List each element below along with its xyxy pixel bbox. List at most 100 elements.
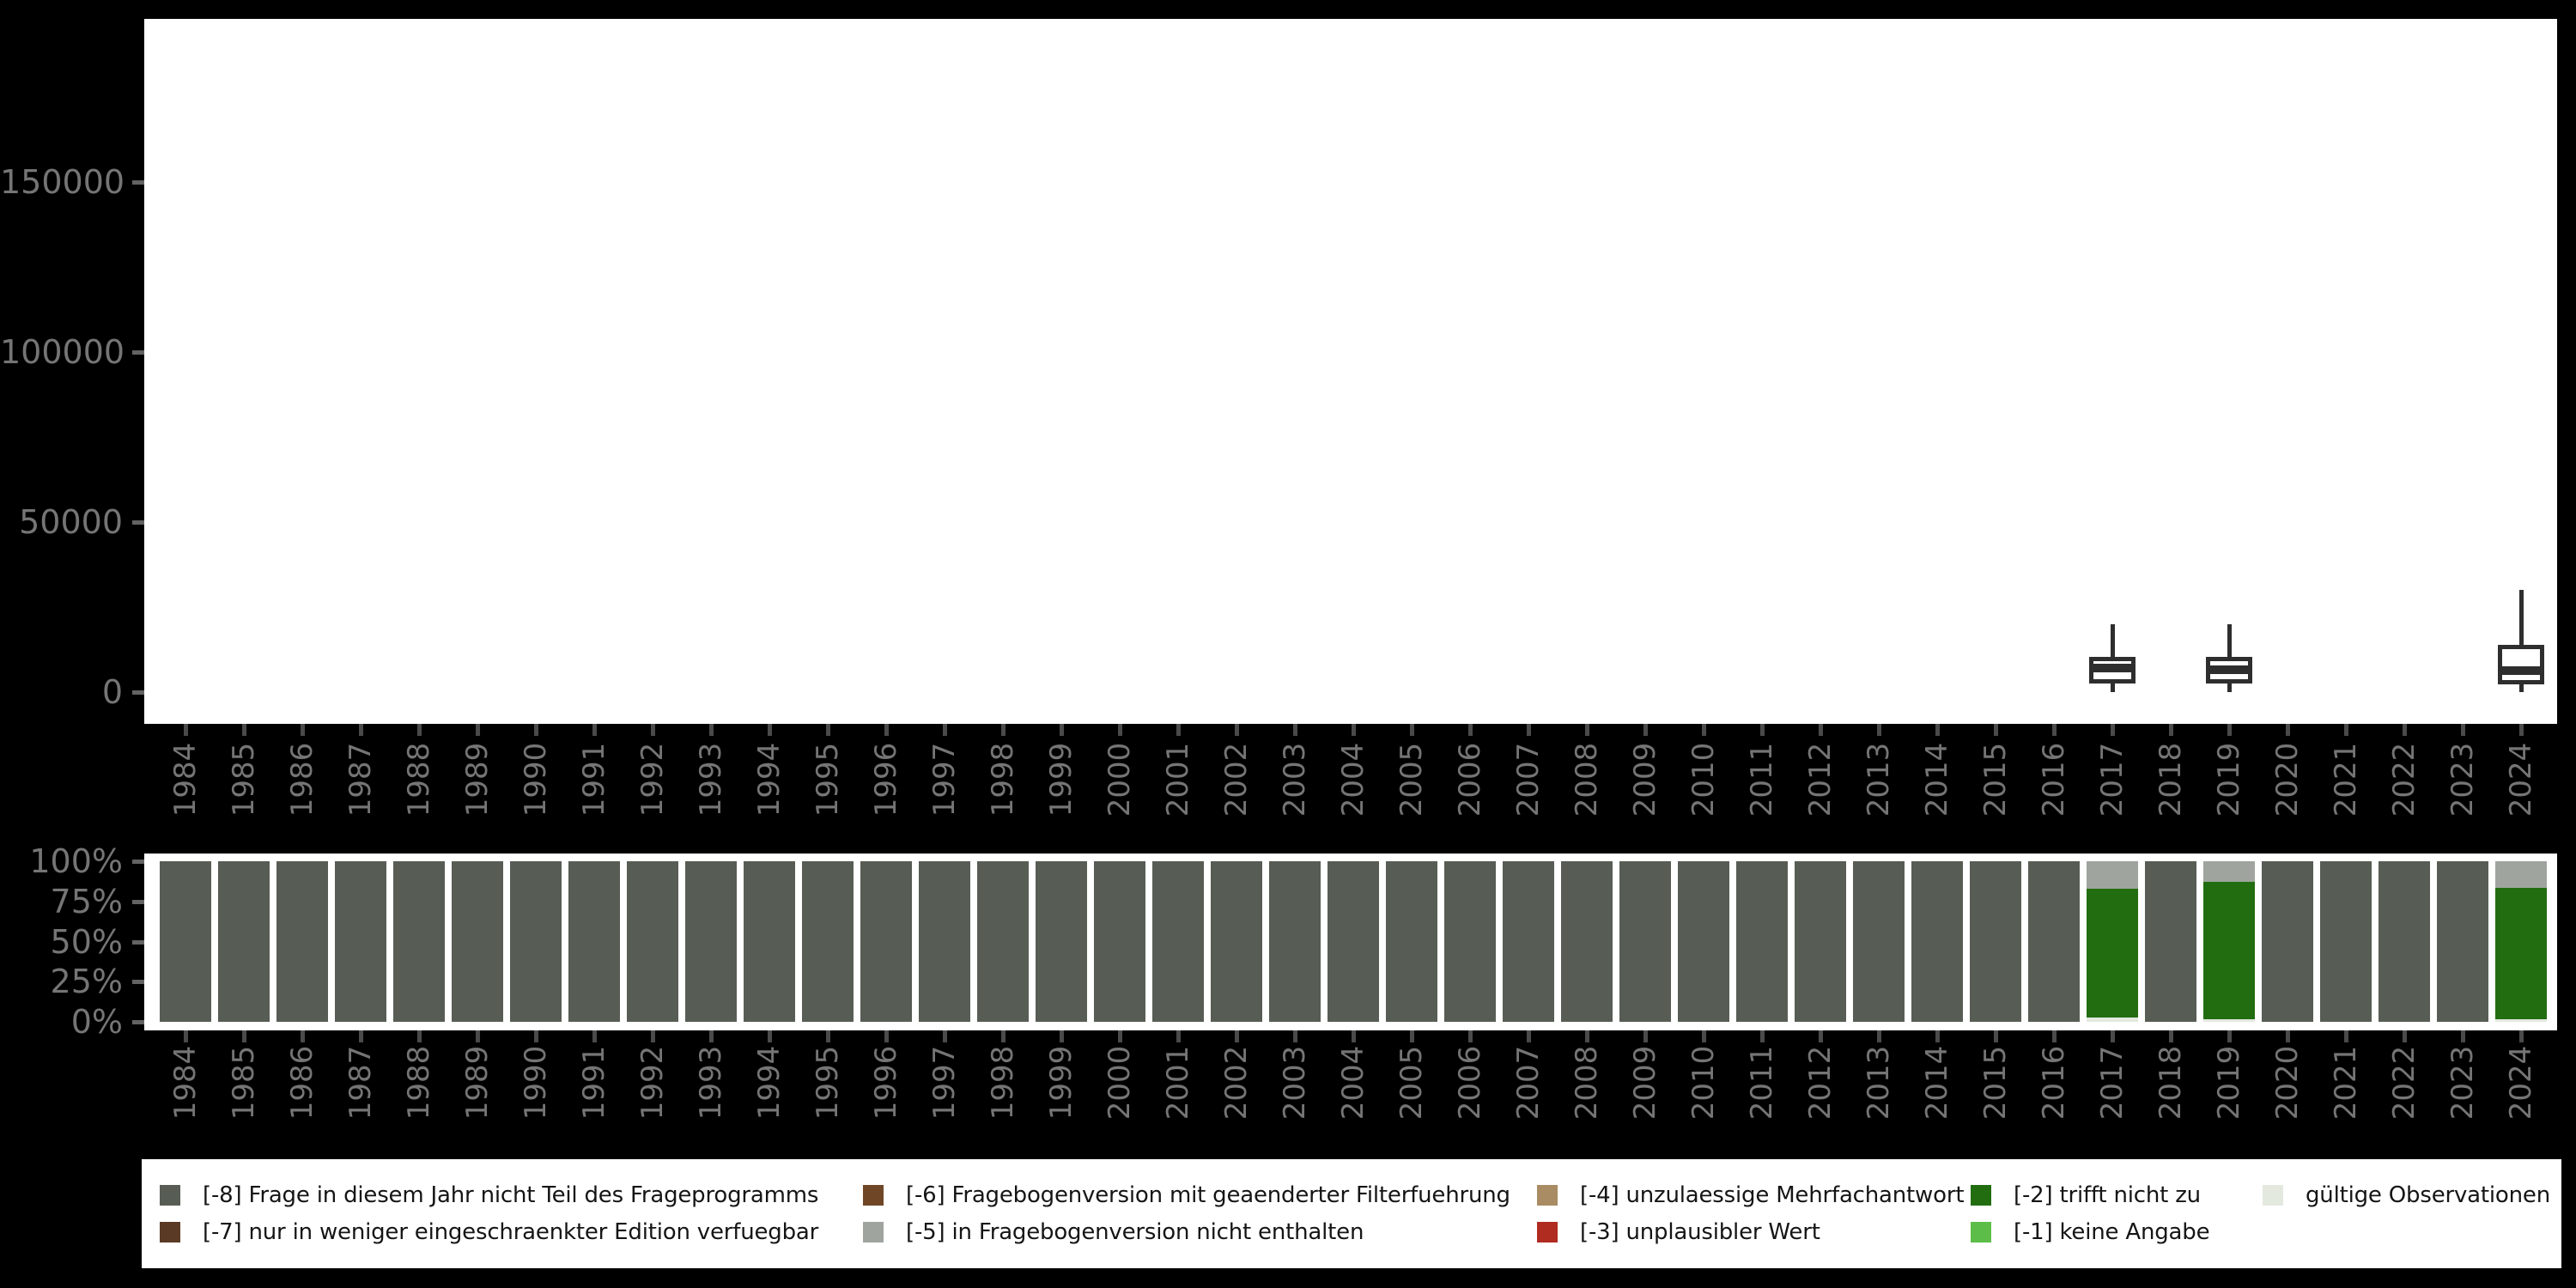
x-axis-tick-mark <box>1235 1030 1239 1042</box>
stacked-bar-segment <box>2203 882 2255 1020</box>
stacked-bar-segment <box>1152 861 1204 1022</box>
legend-item: gültige Observationen <box>2263 1181 2550 1210</box>
x-axis-tick-mark <box>2169 724 2173 736</box>
x-axis-year-label: 1991 <box>577 742 611 817</box>
x-axis-tick-mark <box>768 1030 772 1042</box>
x-axis-tick-mark <box>1760 1030 1765 1042</box>
y-axis-tick-mark <box>132 350 144 355</box>
legend-label--1: [-1] keine Angabe <box>2014 1219 2210 1245</box>
x-axis-tick-mark <box>1819 1030 1823 1042</box>
x-axis-year-label: 2013 <box>1862 1045 1896 1121</box>
stacked-bar-segment <box>1736 861 1788 1022</box>
stacked-bar-segment <box>1386 861 1437 1022</box>
x-axis-tick-mark <box>476 1030 480 1042</box>
legend-swatch-valid <box>2263 1185 2283 1206</box>
legend-swatch--4 <box>1537 1185 1558 1206</box>
x-axis-year-label: 2008 <box>1570 742 1604 817</box>
x-axis-year-label: 2017 <box>2095 1045 2129 1121</box>
x-axis-tick-mark <box>2286 1030 2290 1042</box>
x-axis-tick-mark <box>1994 1030 1998 1042</box>
x-axis-tick-mark <box>534 1030 538 1042</box>
boxplot-lower-whisker <box>2111 683 2115 692</box>
x-axis-tick-mark <box>2227 1030 2232 1042</box>
x-axis-tick-mark <box>2461 1030 2465 1042</box>
x-axis-year-label: 2024 <box>2504 742 2538 817</box>
stacked-bar-segment <box>1970 861 2021 1022</box>
x-axis-year-label: 1998 <box>986 1045 1020 1121</box>
x-axis-year-label: 2003 <box>1278 1045 1312 1121</box>
x-axis-year-label: 1990 <box>519 742 553 817</box>
legend-swatch--2 <box>1971 1185 1991 1206</box>
x-axis-tick-mark <box>359 724 363 736</box>
legend-swatch--3 <box>1537 1222 1558 1242</box>
legend-item: [-5] in Fragebogenversion nicht enthalte… <box>863 1218 1364 1247</box>
boxplot-panel <box>144 19 2557 724</box>
x-axis-year-label: 2010 <box>1686 1045 1721 1121</box>
stacked-bar-segment <box>2203 1019 2255 1022</box>
x-axis-tick-mark <box>768 724 772 736</box>
x-axis-tick-mark <box>2461 724 2465 736</box>
y-axis-tick-label: 0% <box>70 1003 123 1041</box>
x-axis-tick-mark <box>2111 1030 2115 1042</box>
stacked-bar-segment <box>1269 861 1321 1022</box>
legend-item: [-2] trifft nicht zu <box>1971 1181 2201 1210</box>
x-axis-year-label: 2004 <box>1336 742 1370 817</box>
x-axis-year-label: 1989 <box>460 742 495 817</box>
legend-label--2: [-2] trifft nicht zu <box>2014 1182 2201 1208</box>
y-axis-tick-label: 150000 <box>0 163 125 201</box>
stacked-bar-segment <box>218 861 270 1022</box>
x-axis-tick-mark <box>651 724 655 736</box>
x-axis-year-label: 2002 <box>1219 742 1254 817</box>
x-axis-tick-mark <box>1819 724 1823 736</box>
stacked-bar-segment <box>1911 861 1963 1022</box>
x-axis-tick-mark <box>1235 724 1239 736</box>
x-axis-year-label: 2005 <box>1394 742 1429 817</box>
x-axis-tick-mark <box>1176 724 1181 736</box>
x-axis-tick-mark <box>2169 1030 2173 1042</box>
legend-item: [-7] nur in weniger eingeschraenkter Edi… <box>160 1218 818 1247</box>
x-axis-tick-mark <box>1935 724 1940 736</box>
x-axis-tick-mark <box>184 1030 188 1042</box>
legend-label--3: [-3] unplausibler Wert <box>1580 1219 1820 1245</box>
x-axis-tick-mark <box>1527 1030 1531 1042</box>
y-axis-tick-label: 100% <box>29 842 123 880</box>
x-axis-tick-mark <box>2052 724 2057 736</box>
x-axis-tick-mark <box>242 724 246 736</box>
boxplot-median-line <box>2089 664 2136 673</box>
y-axis-tick-label: 0 <box>101 673 123 711</box>
legend-label-valid: gültige Observationen <box>2306 1182 2550 1208</box>
x-axis-tick-mark <box>1643 1030 1648 1042</box>
x-axis-year-label: 2020 <box>2270 1045 2305 1121</box>
x-axis-year-label: 2009 <box>1628 1045 1662 1121</box>
x-axis-tick-mark <box>1118 724 1122 736</box>
x-axis-tick-mark <box>417 724 422 736</box>
x-axis-tick-mark <box>1585 1030 1589 1042</box>
x-axis-tick-mark <box>184 724 188 736</box>
x-axis-year-label: 2006 <box>1453 1045 1487 1121</box>
stacked-bar-segment <box>2028 861 2080 1022</box>
boxplot-median-line <box>2498 665 2544 675</box>
legend-swatch--8 <box>160 1185 180 1206</box>
legend-label--8: [-8] Frage in diesem Jahr nicht Teil des… <box>203 1182 819 1208</box>
legend-label--6: [-6] Fragebogenversion mit geaenderter F… <box>906 1182 1510 1208</box>
x-axis-year-label: 1984 <box>168 742 203 817</box>
x-axis-year-label: 2017 <box>2095 742 2129 817</box>
stacked-bar-segment <box>2087 1018 2138 1022</box>
x-axis-tick-mark <box>417 1030 422 1042</box>
x-axis-tick-mark <box>1001 1030 1005 1042</box>
stacked-bar-segment <box>160 861 211 1022</box>
x-axis-tick-mark <box>2403 724 2407 736</box>
legend-label--5: [-5] in Fragebogenversion nicht enthalte… <box>906 1219 1364 1245</box>
x-axis-year-label: 1996 <box>869 742 903 817</box>
x-axis-tick-mark <box>1176 1030 1181 1042</box>
x-axis-tick-mark <box>709 724 714 736</box>
x-axis-year-label: 1992 <box>635 742 670 817</box>
boxplot-box <box>2498 644 2544 684</box>
x-axis-tick-mark <box>592 724 597 736</box>
x-axis-tick-mark <box>1352 1030 1356 1042</box>
x-axis-tick-mark <box>1877 724 1881 736</box>
x-axis-year-label: 2019 <box>2212 1045 2246 1121</box>
x-axis-year-label: 2022 <box>2387 742 2421 817</box>
x-axis-year-label: 1994 <box>752 1045 787 1121</box>
